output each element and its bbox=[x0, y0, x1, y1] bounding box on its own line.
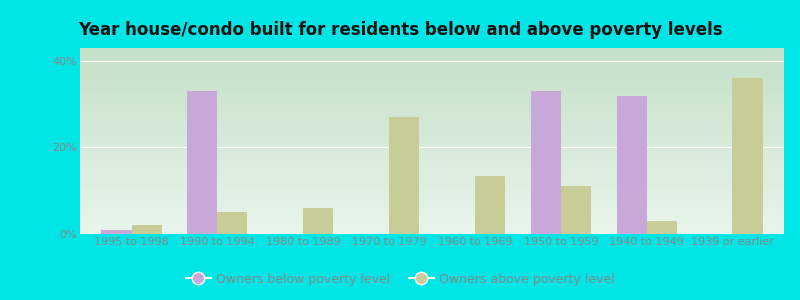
Bar bbox=[530, 91, 561, 234]
Bar bbox=[187, 91, 218, 234]
Bar bbox=[131, 225, 162, 234]
Legend: Owners below poverty level, Owners above poverty level: Owners below poverty level, Owners above… bbox=[181, 268, 619, 291]
Bar bbox=[617, 96, 646, 234]
Bar bbox=[102, 230, 131, 234]
Bar bbox=[303, 208, 334, 234]
Bar bbox=[646, 221, 677, 234]
Bar bbox=[389, 117, 419, 234]
Bar bbox=[733, 78, 762, 234]
Bar bbox=[475, 176, 505, 234]
Bar bbox=[218, 212, 247, 234]
Text: Year house/condo built for residents below and above poverty levels: Year house/condo built for residents bel… bbox=[78, 21, 722, 39]
Bar bbox=[561, 186, 591, 234]
